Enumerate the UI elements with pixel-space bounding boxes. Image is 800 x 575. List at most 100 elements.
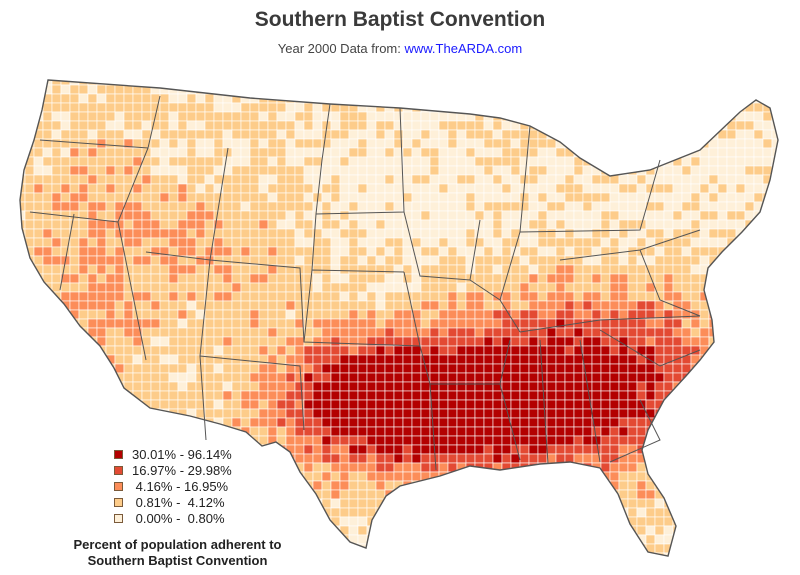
county-cell	[429, 552, 440, 556]
county-cell	[708, 102, 719, 113]
county-cell	[501, 165, 512, 176]
county-cell	[195, 93, 206, 104]
county-cell	[528, 282, 539, 293]
county-cell	[663, 327, 674, 338]
county-cell	[690, 80, 701, 86]
county-cell	[213, 282, 224, 293]
county-cell	[114, 390, 125, 401]
county-cell	[456, 390, 467, 401]
county-cell	[285, 471, 296, 482]
county-cell	[447, 219, 458, 230]
county-cell	[429, 426, 440, 437]
county-cell	[645, 210, 656, 221]
county-cell	[222, 435, 233, 446]
county-cell	[357, 552, 368, 556]
county-cell	[726, 309, 737, 320]
county-cell	[42, 354, 53, 365]
county-cell	[483, 426, 494, 437]
county-cell	[510, 147, 521, 158]
county-cell	[573, 435, 584, 446]
county-cell	[555, 291, 566, 302]
county-cell	[600, 507, 611, 518]
county-cell	[762, 498, 773, 509]
source-link[interactable]: www.TheARDA.com	[404, 41, 523, 56]
county-cell	[618, 363, 629, 374]
county-cell	[753, 489, 764, 500]
county-cell	[546, 183, 557, 194]
county-cell	[177, 93, 188, 104]
county-cell	[20, 93, 26, 104]
county-cell	[492, 552, 503, 556]
county-cell	[537, 552, 548, 556]
county-cell	[609, 525, 620, 536]
county-cell	[609, 462, 620, 473]
county-cell	[159, 255, 170, 266]
county-cell	[519, 534, 530, 545]
county-cell	[150, 237, 161, 248]
county-cell	[159, 102, 170, 113]
county-cell	[33, 354, 44, 365]
county-cell	[744, 498, 755, 509]
county-cell	[42, 264, 53, 275]
county-cell	[393, 453, 404, 464]
county-cell	[24, 453, 35, 464]
county-cell	[465, 246, 476, 257]
county-cell	[672, 219, 683, 230]
county-cell	[456, 228, 467, 239]
county-cell	[600, 111, 611, 122]
county-cell	[744, 534, 755, 545]
county-cell	[303, 525, 314, 536]
county-cell	[20, 507, 26, 518]
county-cell	[483, 543, 494, 554]
county-cell	[681, 138, 692, 149]
county-cell	[735, 399, 746, 410]
county-cell	[258, 129, 269, 140]
county-cell	[438, 318, 449, 329]
county-cell	[96, 507, 107, 518]
county-cell	[492, 507, 503, 518]
county-cell	[159, 129, 170, 140]
county-cell	[24, 264, 35, 275]
county-cell	[474, 102, 485, 113]
county-cell	[429, 273, 440, 284]
county-cell	[276, 309, 287, 320]
county-cell	[483, 525, 494, 536]
county-cell	[456, 345, 467, 356]
county-cell	[240, 291, 251, 302]
county-cell	[42, 84, 53, 95]
county-cell	[474, 453, 485, 464]
county-cell	[231, 80, 242, 86]
county-cell	[78, 309, 89, 320]
county-cell	[762, 147, 773, 158]
county-cell	[447, 390, 458, 401]
county-cell	[177, 525, 188, 536]
county-cell	[42, 246, 53, 257]
county-cell	[168, 255, 179, 266]
county-cell	[519, 516, 530, 527]
county-cell	[744, 543, 755, 554]
county-cell	[168, 210, 179, 221]
county-cell	[69, 444, 80, 455]
county-cell	[591, 120, 602, 131]
county-cell	[753, 444, 764, 455]
county-cell	[663, 138, 674, 149]
county-cell	[447, 381, 458, 392]
county-cell	[186, 80, 197, 86]
county-cell	[231, 273, 242, 284]
county-cell	[528, 300, 539, 311]
county-cell	[141, 354, 152, 365]
county-cell	[69, 417, 80, 428]
county-cell	[474, 525, 485, 536]
county-cell	[105, 309, 116, 320]
county-cell	[240, 192, 251, 203]
county-cell	[600, 210, 611, 221]
county-cell	[402, 507, 413, 518]
county-cell	[672, 462, 683, 473]
county-cell	[645, 327, 656, 338]
county-cell	[654, 543, 665, 554]
county-cell	[781, 139, 790, 148]
county-cell	[663, 282, 674, 293]
county-cell	[429, 318, 440, 329]
county-cell	[600, 516, 611, 527]
county-cell	[771, 192, 778, 203]
